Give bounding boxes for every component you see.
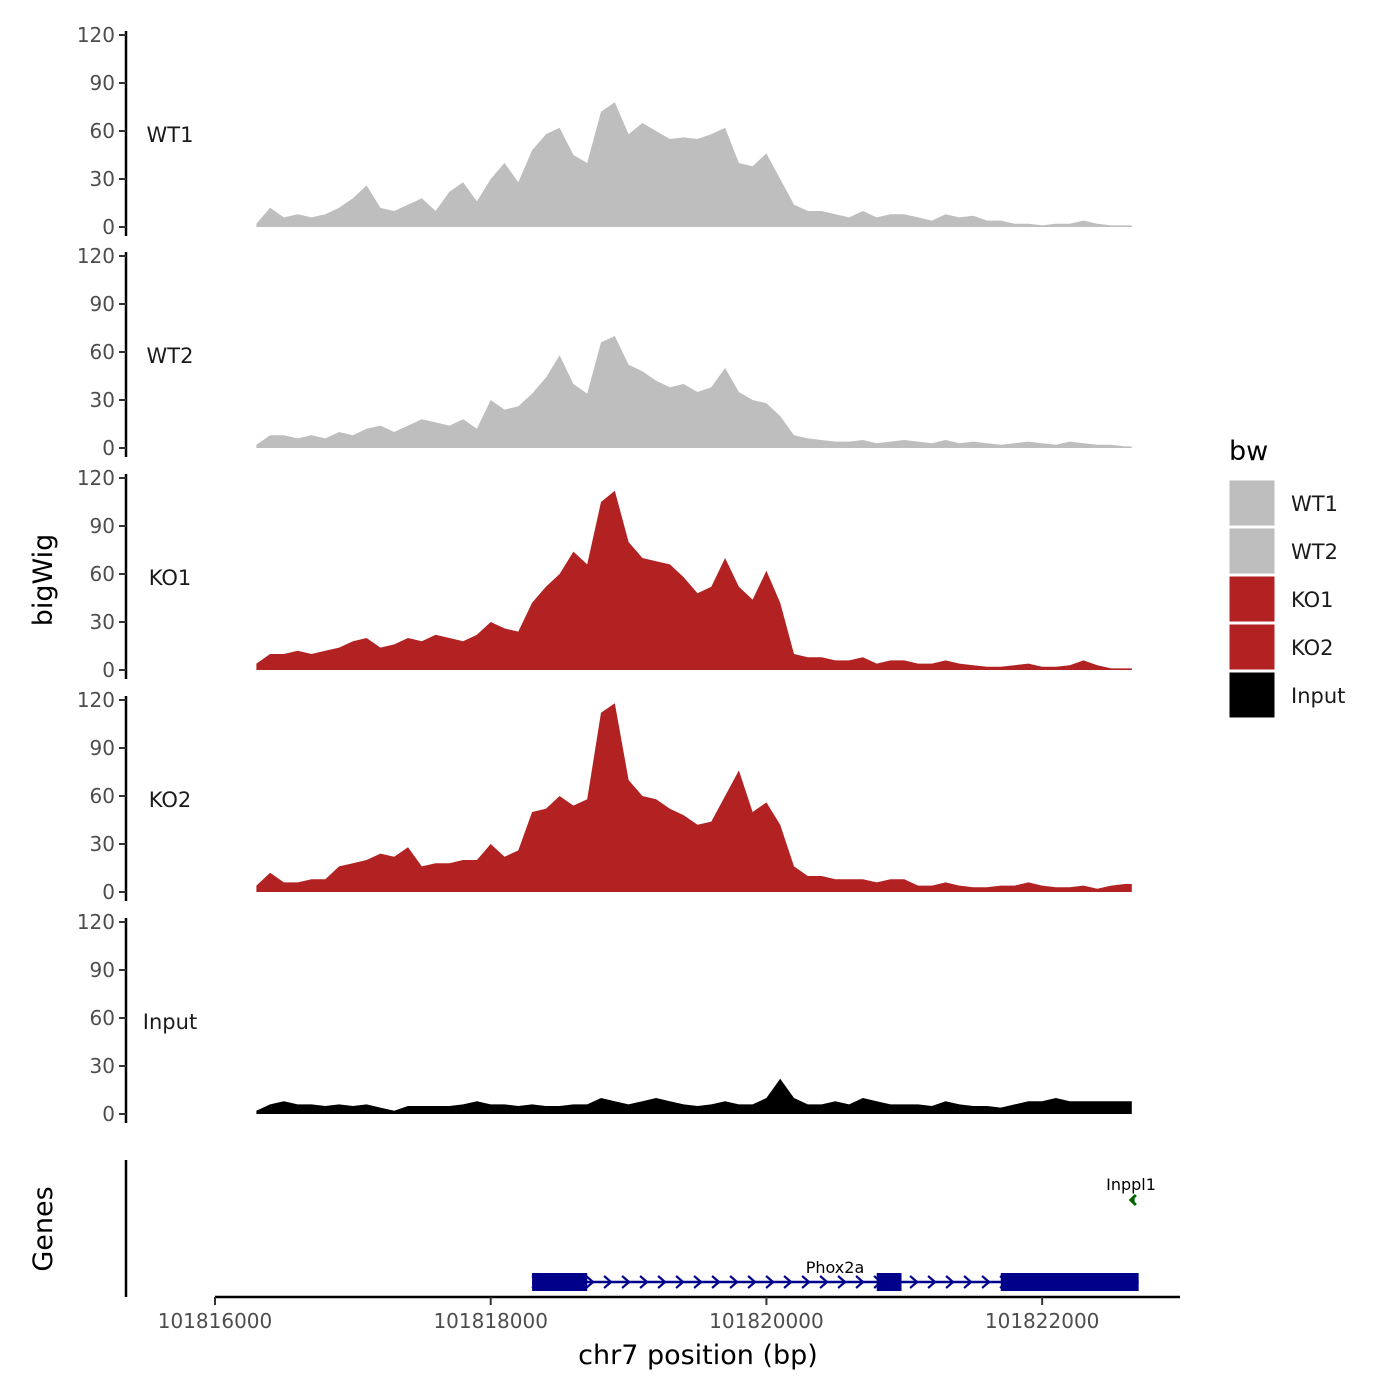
coverage-tracks: 0306090120WT10306090120WT20306090120KO10…	[77, 23, 1132, 1126]
x-axis-title: chr7 position (bp)	[578, 1340, 818, 1371]
genes-panel-title: Genes	[28, 1186, 59, 1271]
y-tick-label: 60	[90, 1006, 115, 1030]
gene-inppl1: Inppl1	[1106, 1175, 1156, 1207]
track-wt2: 0 30 60 90 120 WT2	[77, 244, 1132, 460]
strand-chevron	[639, 1275, 649, 1289]
track-label-wt1: WT1	[147, 123, 194, 147]
y-tick-label: 30	[90, 388, 115, 412]
legend-swatch	[1228, 479, 1276, 527]
x-axis: 101816000 101818000 101820000 101822000	[158, 1295, 1180, 1333]
gene-exon	[1000, 1273, 1139, 1291]
track-label-wt2: WT2	[147, 344, 194, 368]
strand-chevron	[585, 1275, 595, 1289]
track-ko1: 0 30 60 90 120 KO1	[77, 466, 1132, 682]
y-tick-label: 120	[77, 23, 115, 47]
legend-label: KO2	[1291, 636, 1334, 660]
coverage-area-ko1	[256, 490, 1132, 670]
legend-label: Input	[1291, 684, 1345, 708]
strand-chevron	[711, 1275, 721, 1289]
y-tick-label: 0	[102, 436, 115, 460]
coverage-area-wt1	[256, 102, 1132, 227]
y-tick-label: 90	[90, 71, 115, 95]
legend-entry-ko2: KO2	[1228, 623, 1334, 671]
legend-entry-wt1: WT1	[1228, 479, 1338, 527]
track-label-ko2: KO2	[149, 788, 192, 812]
legend-swatch	[1228, 671, 1276, 719]
y-tick-label: 120	[77, 244, 115, 268]
y-tick-label: 120	[77, 688, 115, 712]
gene-label: Phox2a	[806, 1258, 865, 1277]
strand-chevron	[981, 1275, 991, 1289]
y-tick-label: 0	[102, 215, 115, 239]
strand-chevron	[783, 1275, 793, 1289]
coverage-area-ko2	[256, 703, 1132, 892]
x-tick-label: 101818000	[433, 1309, 548, 1333]
strand-chevron	[945, 1275, 955, 1289]
y-tick-label: 30	[90, 167, 115, 191]
y-tick-label: 30	[90, 610, 115, 634]
y-tick-label: 120	[77, 910, 115, 934]
y-tick-label: 30	[90, 1054, 115, 1078]
y-tick-label: 90	[90, 736, 115, 760]
coverage-area-input	[256, 1078, 1132, 1114]
coverage-area-wt2	[256, 336, 1132, 448]
legend-entry-wt2: WT2	[1228, 527, 1338, 575]
strand-chevron	[603, 1275, 613, 1289]
y-axis-title: bigWig	[28, 534, 59, 627]
strand-chevron	[693, 1275, 703, 1289]
strand-arrow-icon	[1128, 1193, 1137, 1207]
y-tick-label: 0	[102, 1102, 115, 1126]
strand-chevron	[963, 1275, 973, 1289]
genes-panel: Phox2a Inppl1	[124, 1160, 1156, 1297]
legend: bw WT1 WT2 KO1 KO2 Input	[1228, 436, 1345, 719]
strand-chevron	[729, 1275, 739, 1289]
legend-label: WT2	[1291, 540, 1338, 564]
legend-swatch	[1228, 575, 1276, 623]
legend-swatch	[1228, 527, 1276, 575]
y-tick-label: 90	[90, 292, 115, 316]
y-tick-label: 60	[90, 119, 115, 143]
strand-chevron	[819, 1275, 829, 1289]
strand-chevron	[675, 1275, 685, 1289]
gene-exon	[876, 1273, 902, 1291]
gene-exon	[532, 1273, 588, 1291]
x-tick-label: 101816000	[158, 1309, 273, 1333]
y-tick-label: 30	[90, 832, 115, 856]
legend-entry-ko1: KO1	[1228, 575, 1334, 623]
x-tick-label: 101822000	[985, 1309, 1100, 1333]
strand-chevron	[927, 1275, 937, 1289]
legend-swatch	[1228, 623, 1276, 671]
gene-label: Inppl1	[1106, 1175, 1156, 1194]
y-tick-label: 60	[90, 562, 115, 586]
strand-chevron	[621, 1275, 631, 1289]
y-tick-label: 60	[90, 784, 115, 808]
y-tick-label: 60	[90, 340, 115, 364]
strand-chevron	[765, 1275, 775, 1289]
legend-label: KO1	[1291, 588, 1334, 612]
y-tick-label: 90	[90, 514, 115, 538]
legend-label: WT1	[1291, 492, 1338, 516]
y-tick-label: 0	[102, 658, 115, 682]
track-wt1: 0 30 60 90 120 WT1	[77, 23, 1132, 239]
track-input: 0 30 60 90 120 Input	[77, 910, 1132, 1126]
legend-title: bw	[1229, 436, 1268, 467]
y-tick-label: 0	[102, 880, 115, 904]
strand-chevron	[801, 1275, 811, 1289]
strand-chevron	[909, 1275, 919, 1289]
x-tick-label: 101820000	[709, 1309, 824, 1333]
legend-entry-input: Input	[1228, 671, 1345, 719]
track-label-ko1: KO1	[149, 566, 192, 590]
track-label-input: Input	[143, 1010, 197, 1034]
gene-phox2a: Phox2a	[531, 1258, 1139, 1291]
strand-chevron	[747, 1275, 757, 1289]
strand-chevron	[657, 1275, 667, 1289]
strand-chevron	[855, 1275, 865, 1289]
y-tick-label: 120	[77, 466, 115, 490]
strand-chevron	[837, 1275, 847, 1289]
y-tick-label: 90	[90, 958, 115, 982]
track-ko2: 0 30 60 90 120 KO2	[77, 688, 1132, 904]
